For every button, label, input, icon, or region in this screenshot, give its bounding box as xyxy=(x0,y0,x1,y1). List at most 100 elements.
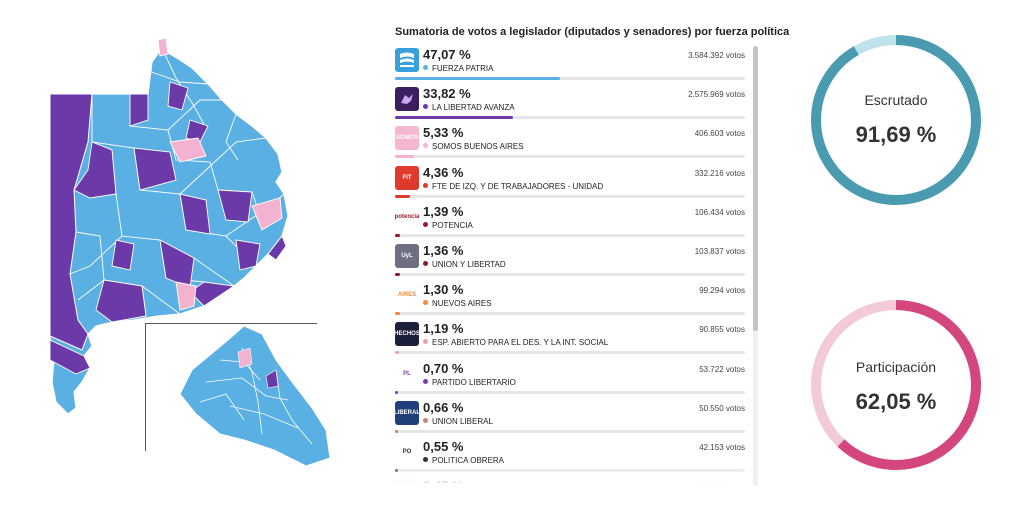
party-name-text: NUEVOS AIRES xyxy=(432,299,492,309)
party-share-bar-fill xyxy=(395,351,400,355)
party-logo-text: PO xyxy=(402,449,412,455)
participation-label: Participación xyxy=(855,359,937,375)
province-map-svg xyxy=(49,37,331,467)
party-share-bar-track xyxy=(395,155,745,159)
party-share-bar-track xyxy=(395,351,745,355)
party-name-text: LA LIBERTAD AVANZA xyxy=(432,103,515,113)
party-color-dot xyxy=(423,221,428,227)
party-row[interactable]: LIBERAL 0,66 % UNION LIBERAL 50.550 votos xyxy=(393,399,747,438)
party-percentage: 0,55 % xyxy=(423,439,464,454)
party-share-bar-fill xyxy=(395,312,400,316)
party-share-bar-track xyxy=(395,429,745,433)
party-votes: 42.153 votos xyxy=(699,443,745,452)
party-name: SOMOS BUENOS AIRES xyxy=(423,142,524,151)
party-logo: FIT xyxy=(395,165,419,190)
scrutinized-gauge: Escrutado 91,69 % xyxy=(806,30,986,210)
party-share-bar-track xyxy=(395,194,745,198)
party-row[interactable]: HECHOS 1,19 % ESP. ABIERTO PARA EL DES. Y … xyxy=(393,320,747,359)
party-name-text: UNION LIBERAL xyxy=(432,416,493,426)
party-share-bar-track xyxy=(395,390,745,394)
party-name: UNION Y LIBERTAD xyxy=(423,260,506,269)
party-logo-text: FIT xyxy=(402,174,412,181)
party-logo-text: UyL xyxy=(401,253,413,259)
party-color-dot xyxy=(423,65,428,70)
party-row[interactable]: FIT 4,36 % FTE DE IZQ. Y DE TRABAJADORES -… xyxy=(393,164,747,203)
party-share-bar-track xyxy=(395,116,745,120)
party-name: FUERZA PATRIA xyxy=(423,64,494,73)
party-percentage: 33,82 % xyxy=(423,86,471,102)
party-logo: PO xyxy=(395,440,419,464)
party-logo-text: PL xyxy=(403,370,411,377)
party-logo: potencia xyxy=(395,204,419,229)
party-logo: PL xyxy=(395,361,419,386)
party-row[interactable]: AIRES 1,30 % NUEVOS AIRES 99.294 votos xyxy=(393,281,747,320)
party-share-bar-fill xyxy=(395,429,398,433)
party-row[interactable]: UyL 1,36 % UNION Y LIBERTAD 103.837 votos xyxy=(393,242,747,281)
list-fade-overlay xyxy=(393,466,747,488)
party-percentage: 1,39 % xyxy=(423,203,464,219)
party-row[interactable]: SOMOS 5,33 % SOMOS BUENOS AIRES 406.603 vot… xyxy=(393,124,747,163)
party-name-text: FUERZA PATRIA xyxy=(432,64,494,73)
party-row[interactable]: potencia 1,39 % POTENCIA 106.434 votos xyxy=(393,203,747,242)
party-name-text: SOMOS BUENOS AIRES xyxy=(432,142,524,152)
flag-icon xyxy=(400,52,414,67)
party-logo: UyL xyxy=(395,244,419,268)
party-logo-text: SOMOS xyxy=(395,135,419,142)
party-share-bar-fill xyxy=(395,233,400,237)
party-row[interactable]: 33,82 % LA LIBERTAD AVANZA 2.575.969 votos xyxy=(393,85,747,124)
party-logo-text: AIRES xyxy=(397,292,417,299)
scrollbar-thumb[interactable] xyxy=(753,46,758,331)
party-name-text: FTE DE IZQ. Y DE TRABAJADORES - UNIDAD xyxy=(432,181,604,191)
lion-icon xyxy=(401,94,413,105)
party-color-dot xyxy=(423,417,428,423)
party-share-bar-fill xyxy=(395,116,514,120)
party-logo-text: LIBERAL xyxy=(395,409,419,416)
party-percentage: 47,07 % xyxy=(423,47,471,62)
party-votes: 3.584.392 votos xyxy=(688,51,745,60)
party-color-dot xyxy=(423,300,428,306)
party-color-dot xyxy=(423,378,428,384)
party-votes: 332.216 votos xyxy=(694,168,745,178)
party-row[interactable]: PL 0,70 % PARTIDO LIBERTARIO 53.722 votos xyxy=(393,360,747,399)
party-logo-text: potencia xyxy=(395,213,419,220)
party-color-dot xyxy=(423,339,428,345)
participation-gauge: Participación 62,05 % xyxy=(806,295,986,475)
province-outline xyxy=(49,47,289,415)
party-votes: 103.837 votos xyxy=(694,247,745,256)
party-share-bar-track xyxy=(395,273,745,276)
party-logo: HECHOS xyxy=(395,322,419,347)
party-name-text: PARTIDO LIBERTARIO xyxy=(432,377,516,387)
party-color-dot xyxy=(423,261,428,266)
party-share-bar-fill xyxy=(395,390,398,394)
party-name-text: UNION Y LIBERTAD xyxy=(432,260,506,269)
list-scrollbar[interactable] xyxy=(753,46,758,486)
party-votes: 90.855 votos xyxy=(699,325,745,335)
party-name: ESP. ABIERTO PARA EL DES. Y LA INT. SOCI… xyxy=(423,338,608,347)
party-percentage: 0,70 % xyxy=(423,360,464,376)
party-name: PARTIDO LIBERTARIO xyxy=(423,378,516,387)
scrutinized-value: 91,69 % xyxy=(855,122,937,147)
party-name-text: POTENCIA xyxy=(432,220,473,230)
party-share-bar-fill xyxy=(395,155,414,159)
party-percentage: 0,66 % xyxy=(423,399,464,415)
party-name-text: POLITICA OBRERA xyxy=(432,456,505,465)
party-share-bar-track xyxy=(395,77,745,80)
party-results-list[interactable]: 47,07 % FUERZA PATRIA 3.584.392 votos 33,82… xyxy=(393,46,747,486)
party-row[interactable]: 47,07 % FUERZA PATRIA 3.584.392 votos xyxy=(393,46,747,85)
party-color-dot xyxy=(423,182,428,188)
districts-somos xyxy=(157,37,283,311)
party-percentage: 1,36 % xyxy=(423,243,464,258)
scrutinized-label: Escrutado xyxy=(864,92,928,108)
electoral-map[interactable] xyxy=(30,30,350,490)
party-color-dot xyxy=(423,457,428,462)
party-logo-text: HECHOS xyxy=(395,331,419,338)
party-logo: SOMOS xyxy=(395,126,419,151)
inset-gba xyxy=(179,325,331,467)
party-share-bar-fill xyxy=(395,194,411,198)
party-name: LA LIBERTAD AVANZA xyxy=(423,103,515,112)
party-share-bar-fill xyxy=(395,273,400,276)
party-share-bar-fill xyxy=(395,77,560,80)
party-votes: 50.550 votos xyxy=(699,403,745,413)
party-percentage: 4,36 % xyxy=(423,164,464,180)
party-percentage: 1,30 % xyxy=(423,282,464,298)
